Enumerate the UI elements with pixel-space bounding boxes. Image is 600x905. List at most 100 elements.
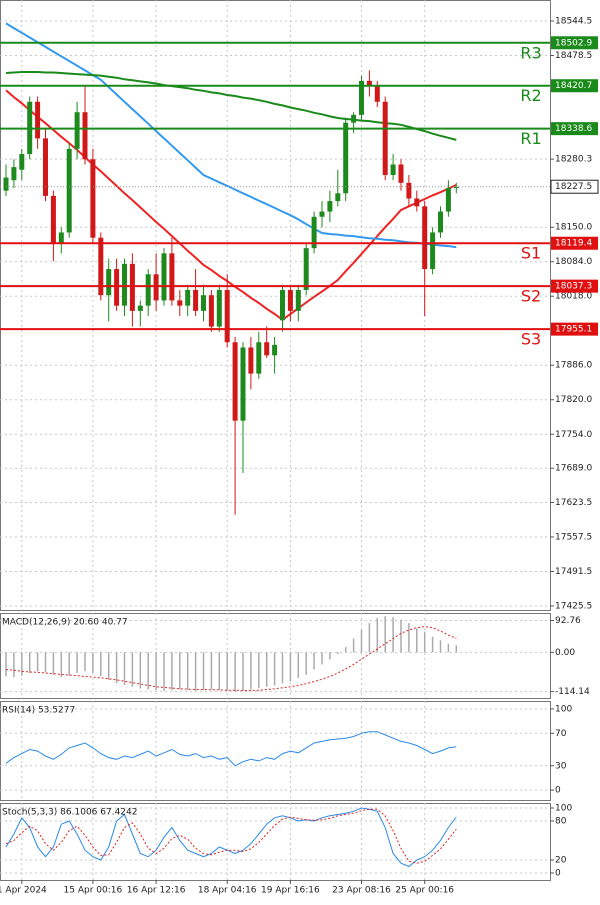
candle-body xyxy=(74,112,80,149)
y-tick-label: 0 xyxy=(555,868,561,878)
candle-body xyxy=(374,86,380,102)
candle-body xyxy=(3,177,9,191)
level-value: 18119.4 xyxy=(555,239,592,249)
candle-body xyxy=(280,289,285,321)
candle-body xyxy=(169,253,175,301)
panel-frame xyxy=(0,613,551,699)
level-value-box xyxy=(551,236,598,250)
x-tick-label: 15 Apr 00:16 xyxy=(64,886,123,896)
candle-body xyxy=(35,101,41,139)
level-value-box xyxy=(551,36,598,50)
candle-body xyxy=(106,269,112,296)
panel-plot xyxy=(0,701,550,800)
y-tick-label: -114.14 xyxy=(555,687,590,697)
candle-body xyxy=(224,289,230,343)
y-tick-label: 92.76 xyxy=(555,616,581,626)
level-value: 18037.3 xyxy=(555,282,592,292)
candle-body xyxy=(114,269,120,306)
candle-body xyxy=(208,295,214,327)
y-tick-label: 18280.3 xyxy=(555,155,592,165)
y-tick-label: 17623.5 xyxy=(555,498,592,508)
candle-body xyxy=(359,80,364,115)
candle-body xyxy=(145,274,151,306)
panel-plot xyxy=(0,803,550,880)
level-value-box xyxy=(551,122,598,136)
candle-body xyxy=(161,253,167,301)
candle-body xyxy=(153,274,159,301)
candle-body xyxy=(201,295,206,311)
level-value: 17955.1 xyxy=(555,325,592,335)
candle-body xyxy=(58,232,64,243)
moving-average xyxy=(5,89,457,322)
y-tick-label: 17689.0 xyxy=(555,464,592,474)
y-tick-label: 17886.0 xyxy=(555,361,592,371)
candle-body xyxy=(295,289,301,311)
candle-body xyxy=(177,300,183,306)
candle-body xyxy=(11,167,17,181)
x-tick-label: 1 Apr 2024 xyxy=(0,886,47,896)
y-tick-label: 70 xyxy=(555,729,567,739)
x-tick-label: 23 Apr 08:16 xyxy=(332,886,391,896)
y-tick-label: 30 xyxy=(555,761,567,771)
candle-body xyxy=(382,101,388,175)
panel-frame xyxy=(0,803,551,881)
indicator-line xyxy=(5,731,457,767)
y-tick-label: 17754.0 xyxy=(555,430,592,440)
panel-plot xyxy=(0,613,550,698)
candle-body xyxy=(303,248,309,290)
panel-plot xyxy=(0,0,550,610)
y-tick-label: 100 xyxy=(555,704,572,714)
panel-title: MACD(12,26,9) 20.60 40.77 xyxy=(2,618,128,628)
candle-body xyxy=(98,237,104,296)
candle-body xyxy=(122,263,127,306)
panel-title: RSI(14) 53.5277 xyxy=(2,706,75,716)
candle-body xyxy=(248,347,254,374)
indicator-line xyxy=(5,807,457,868)
candle-body xyxy=(43,138,48,196)
level-label: R3 xyxy=(520,43,541,62)
candle-body xyxy=(66,148,72,233)
candle-body xyxy=(327,201,333,212)
level-value: 18420.7 xyxy=(555,81,592,91)
indicator-line xyxy=(5,808,457,864)
y-tick-label: 100 xyxy=(555,804,572,814)
y-tick-label: 17491.5 xyxy=(555,567,592,577)
candle-body xyxy=(256,342,262,374)
candle-body xyxy=(50,195,56,243)
panel-frame xyxy=(0,701,551,801)
y-tick-label: 0 xyxy=(555,786,561,796)
panel-frame xyxy=(0,0,551,611)
signal-line xyxy=(5,626,457,691)
candle-body xyxy=(438,211,443,233)
y-tick-label: 18150.0 xyxy=(555,223,592,233)
candle-body xyxy=(406,182,412,199)
level-value-box xyxy=(551,322,598,336)
candle-body xyxy=(390,164,396,175)
level-label: S1 xyxy=(521,244,541,263)
candle-body xyxy=(272,344,278,356)
candle-body xyxy=(398,164,404,183)
last-price-box xyxy=(550,179,599,194)
candle-body xyxy=(129,263,135,311)
candle-body xyxy=(422,206,428,270)
candle-body xyxy=(216,289,222,327)
candle-body xyxy=(193,289,199,311)
level-value: 18502.9 xyxy=(555,38,592,48)
candle-body xyxy=(453,186,459,189)
y-tick-label: 18018.0 xyxy=(555,292,592,302)
candle-body xyxy=(232,342,238,421)
y-tick-label: 17820.0 xyxy=(555,395,592,405)
x-tick-label: 25 Apr 00:16 xyxy=(395,886,454,896)
moving-average xyxy=(5,22,457,249)
candle-body xyxy=(414,198,420,207)
x-tick-label: 19 Apr 16:16 xyxy=(261,886,320,896)
candle-body xyxy=(335,193,341,202)
candle-body xyxy=(343,122,349,194)
candle-body xyxy=(185,289,191,306)
y-tick-label: 18478.5 xyxy=(555,51,592,61)
x-tick-label: 18 Apr 04:16 xyxy=(198,886,257,896)
moving-average xyxy=(5,71,457,141)
y-tick-label: 80 xyxy=(555,816,567,826)
y-tick-label: 0.00 xyxy=(555,648,575,658)
x-tick-label: 16 Apr 12:16 xyxy=(127,886,186,896)
